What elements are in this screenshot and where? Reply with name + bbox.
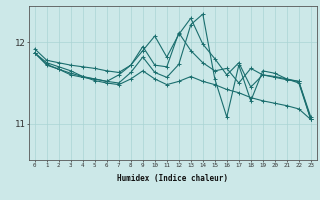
X-axis label: Humidex (Indice chaleur): Humidex (Indice chaleur) <box>117 174 228 183</box>
